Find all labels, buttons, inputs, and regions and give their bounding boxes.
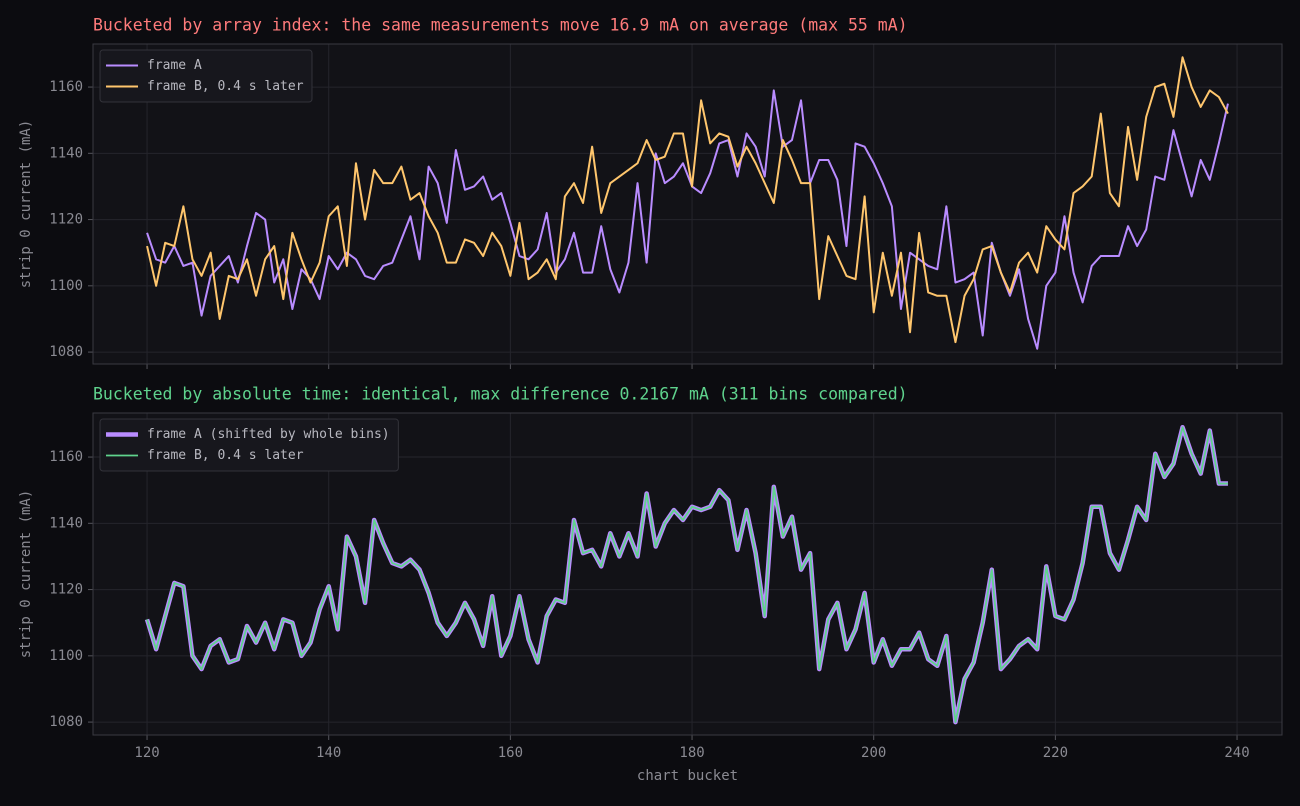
subplot-title: Bucketed by array index: the same measur… xyxy=(93,16,908,35)
x-tick-label: 220 xyxy=(1043,745,1068,761)
y-tick-label: 1160 xyxy=(49,79,83,95)
series-line xyxy=(146,89,1229,350)
subplot: Bucketed by absolute time: identical, ma… xyxy=(18,385,1283,784)
plot-frame xyxy=(92,43,1283,365)
legend-label: frame A (shifted by whole bins) xyxy=(147,427,390,442)
y-tick-label: 1100 xyxy=(49,278,83,294)
y-tick-label: 1120 xyxy=(49,212,83,228)
legend-box xyxy=(99,418,399,472)
plot-frame xyxy=(92,412,1283,736)
series-line xyxy=(146,426,1228,723)
subplot: Bucketed by array index: the same measur… xyxy=(18,16,1283,369)
legend-label: frame B, 0.4 s later xyxy=(147,448,304,463)
legend-box xyxy=(99,49,313,103)
legend: frame A frame B, 0.4 s later xyxy=(99,49,313,103)
x-tick-label: 120 xyxy=(134,745,159,761)
x-tick-label: 180 xyxy=(679,745,704,761)
y-tick-label: 1120 xyxy=(49,582,83,598)
x-tick-label: 140 xyxy=(316,745,341,761)
y-axis-label: strip 0 current (mA) xyxy=(18,120,34,289)
legend-label: frame A xyxy=(147,58,202,73)
y-tick-label: 1160 xyxy=(49,449,83,465)
series-line xyxy=(146,56,1229,344)
x-tick-label: 160 xyxy=(498,745,523,761)
x-tick-label: 240 xyxy=(1224,745,1249,761)
x-tick-label: 200 xyxy=(861,745,886,761)
legend: frame A (shifted by whole bins) frame B, … xyxy=(99,418,399,472)
y-tick-label: 1140 xyxy=(49,145,83,161)
y-tick-label: 1140 xyxy=(49,515,83,531)
x-axis-label: chart bucket xyxy=(637,768,738,784)
y-tick-label: 1080 xyxy=(49,714,83,730)
y-axis-label: strip 0 current (mA) xyxy=(18,490,34,659)
y-tick-label: 1100 xyxy=(49,648,83,664)
subplot-title: Bucketed by absolute time: identical, ma… xyxy=(93,385,908,404)
y-tick-label: 1080 xyxy=(49,344,83,360)
legend-label: frame B, 0.4 s later xyxy=(147,79,304,94)
